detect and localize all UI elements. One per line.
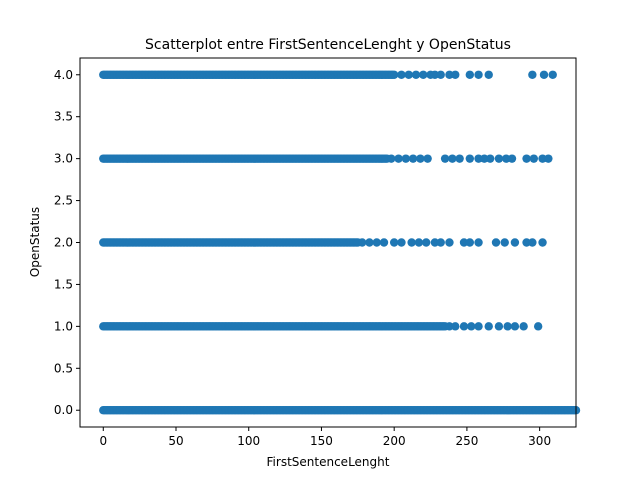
point-3 [529, 154, 539, 163]
point-4 [474, 70, 483, 79]
x-tick-label: 300 [528, 434, 551, 448]
point-3 [538, 154, 547, 163]
point-2 [430, 238, 440, 247]
point-1 [459, 322, 469, 331]
y-tick-label: 0.5 [54, 361, 73, 375]
point-2 [357, 238, 367, 247]
point-3 [522, 154, 531, 163]
point-2 [500, 238, 509, 247]
point-4 [404, 70, 413, 79]
x-axis-ticks: 0 50 100 150 200 250 300 [99, 427, 551, 448]
point-4 [436, 70, 445, 79]
point-4 [548, 70, 557, 79]
point-4 [397, 70, 406, 79]
point-1 [474, 322, 483, 331]
point-2 [436, 238, 445, 247]
point-1 [510, 322, 520, 331]
point-3 [401, 154, 411, 163]
point-1 [467, 322, 476, 331]
point-3 [480, 154, 489, 163]
point-2 [445, 238, 454, 247]
point-2 [421, 238, 431, 247]
point-3 [416, 154, 425, 163]
y-tick-label: 2.0 [54, 236, 73, 250]
point-1 [494, 322, 504, 331]
point-3 [507, 154, 517, 163]
point-3 [448, 154, 457, 163]
data-points [99, 70, 581, 415]
point-3 [387, 154, 396, 163]
plot-frame [79, 57, 577, 428]
x-axis-label: FirstSentenceLenght [267, 455, 390, 469]
point-3 [465, 154, 475, 163]
point-3 [485, 154, 495, 163]
point-4 [539, 70, 549, 79]
point-1 [503, 322, 512, 331]
point-2 [372, 238, 381, 247]
point-4 [528, 70, 537, 79]
point-3 [474, 154, 483, 163]
point-2 [397, 238, 406, 247]
y-axis-label: OpenStatus [28, 207, 42, 277]
point-3 [423, 154, 432, 163]
point-1 [445, 322, 454, 331]
point-3 [494, 154, 504, 163]
point-4 [465, 70, 475, 79]
point-2 [365, 238, 374, 247]
x-tick-label: 0 [99, 434, 107, 448]
point-1 [519, 322, 528, 331]
point-2 [414, 238, 424, 247]
y-tick-label: 4.0 [54, 68, 73, 82]
point-2 [407, 238, 416, 247]
x-tick-label: 50 [168, 434, 183, 448]
x-tick-label: 250 [455, 434, 478, 448]
point-2 [389, 238, 399, 247]
point-2 [379, 238, 389, 247]
point-3 [455, 154, 464, 163]
y-tick-label: 1.0 [54, 319, 73, 333]
y-tick-label: 2.5 [54, 194, 73, 208]
point-4 [411, 70, 421, 79]
point-2 [538, 238, 547, 247]
point-4 [389, 70, 399, 79]
point-3 [544, 154, 553, 163]
x-tick-label: 100 [237, 434, 260, 448]
y-tick-label: 1.5 [54, 277, 73, 291]
point-3 [394, 154, 403, 163]
point-3 [408, 154, 418, 163]
point-4 [484, 70, 493, 79]
point-2 [522, 238, 531, 247]
point-4 [451, 70, 460, 79]
point-2 [491, 238, 501, 247]
point-4 [445, 70, 454, 79]
point-2 [510, 238, 520, 247]
y-tick-label: 3.0 [54, 152, 73, 166]
point-3 [440, 154, 450, 163]
point-3 [501, 154, 511, 163]
point-2 [459, 238, 469, 247]
point-1 [533, 322, 543, 331]
x-tick-label: 150 [310, 434, 333, 448]
point-2 [474, 238, 483, 247]
y-tick-label: 0.0 [54, 403, 73, 417]
point-2 [528, 238, 537, 247]
point-4 [430, 70, 440, 79]
point-1 [451, 322, 460, 331]
chart-title: Scatterplot entre FirstSentenceLenght y … [145, 37, 511, 53]
point-1 [484, 322, 493, 331]
y-tick-label: 3.5 [54, 110, 73, 124]
y-axis-ticks: 0.0 0.5 1.0 1.5 2.0 2.5 3.0 3.5 4.0 [54, 68, 80, 417]
point-4 [419, 70, 428, 79]
point-2 [465, 238, 475, 247]
x-tick-label: 200 [383, 434, 406, 448]
